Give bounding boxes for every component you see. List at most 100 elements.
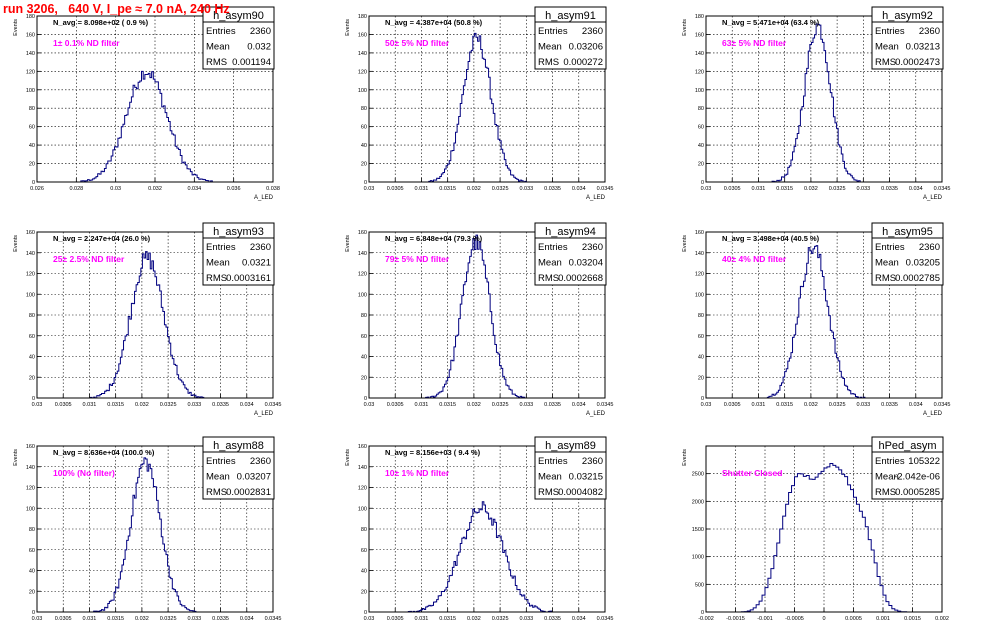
x-tick-label: 0.032 [804, 186, 818, 192]
y-tick-label: 40 [698, 355, 704, 361]
y-tick-label: 2000 [692, 499, 704, 505]
stats-value: 0.000272 [563, 57, 603, 68]
x-tick-label: 0.033 [519, 616, 533, 622]
stats-value: 2360 [250, 456, 271, 467]
stats-value: 0.03204 [569, 258, 603, 269]
stats-label: RMS [206, 273, 227, 284]
y-axis-label: Events [13, 19, 19, 36]
x-tick-label: 0.031 [415, 186, 429, 192]
y-tick-label: 20 [361, 162, 367, 168]
x-tick-label: 0.0015 [904, 616, 921, 622]
plot-frame [368, 231, 606, 399]
stats-value: -2.042e-06 [894, 472, 940, 483]
x-tick-label: 0.0315 [439, 616, 456, 622]
x-tick-label: 0 [822, 616, 825, 622]
filter-label: 50± 5% ND filter [385, 38, 450, 48]
y-tick-label: 160 [358, 230, 367, 236]
x-axis-label: A_LED [586, 411, 606, 417]
x-tick-label: -0.001 [757, 616, 773, 622]
x-tick-label: 0.032 [467, 186, 481, 192]
histogram-name: h_asym88 [213, 440, 264, 452]
stats-label: Mean [875, 42, 899, 53]
y-tick-label: 140 [358, 465, 367, 471]
y-tick-label: 60 [361, 548, 367, 554]
stats-label: Entries [875, 456, 905, 467]
y-tick-label: 100 [358, 292, 367, 298]
y-axis-label: Events [345, 19, 351, 36]
y-tick-label: 60 [698, 334, 704, 340]
y-tick-label: 120 [358, 486, 367, 492]
x-tick-label: 0.0315 [776, 186, 793, 192]
x-tick-label: 0.03 [364, 186, 375, 192]
y-tick-label: 1500 [692, 527, 704, 533]
x-tick-label: 0.033 [519, 186, 533, 192]
y-tick-label: 80 [29, 313, 35, 319]
histogram-bars [369, 501, 605, 613]
x-tick-label: 0.031 [83, 616, 97, 622]
x-axis-label: A_LED [923, 411, 943, 417]
y-tick-label: 120 [26, 272, 35, 278]
x-tick-label: 0.0305 [724, 186, 741, 192]
stats-label: RMS [875, 273, 896, 284]
x-axis-label: A_LED [254, 411, 274, 417]
stats-value: 2360 [919, 242, 940, 253]
stats-value: 0.03206 [569, 42, 603, 53]
x-tick-label: 0.034 [909, 186, 923, 192]
y-tick-label: 180 [358, 14, 367, 20]
y-tick-label: 60 [698, 125, 704, 131]
y-tick-label: 120 [26, 486, 35, 492]
y-tick-label: 180 [26, 14, 35, 20]
stats-value: 2360 [250, 26, 271, 37]
y-tick-label: 500 [695, 582, 704, 588]
stats-value: 0.0321 [242, 258, 271, 269]
stats-value: 0.0003161 [226, 273, 271, 284]
stats-label: Entries [538, 242, 568, 253]
y-axis-label: Events [345, 235, 351, 252]
y-axis-label: Events [682, 235, 688, 252]
x-tick-label: 0.0345 [934, 186, 951, 192]
y-tick-label: 0 [364, 396, 367, 402]
x-tick-label: 0.0315 [776, 402, 793, 408]
y-tick-label: 140 [26, 465, 35, 471]
x-axis-label: A_LED [586, 195, 606, 201]
navg-label: N_avg = 8.098e+02 ( 0.9 %) [53, 18, 149, 27]
x-tick-label: 0.031 [415, 616, 429, 622]
x-tick-label: 0.028 [69, 186, 83, 192]
stats-box [871, 6, 944, 70]
y-tick-label: 120 [695, 272, 704, 278]
y-tick-label: 160 [26, 32, 35, 38]
y-axis-label: Events [13, 235, 19, 252]
stats-label: Mean [875, 472, 899, 483]
x-tick-label: 0.03 [110, 186, 121, 192]
y-tick-label: 140 [26, 251, 35, 257]
y-tick-label: 20 [361, 375, 367, 381]
histogram-name: hPed_asym [878, 440, 936, 452]
navg-label: N_avg = 4.387e+04 (50.8 %) [385, 18, 483, 27]
x-tick-label: 0.034 [187, 186, 201, 192]
y-tick-label: 20 [29, 375, 35, 381]
y-tick-label: 100 [695, 292, 704, 298]
stats-value: 0.03205 [906, 258, 940, 269]
stats-value: 0.03215 [569, 472, 603, 483]
x-tick-label: 0.0325 [492, 402, 509, 408]
y-tick-label: 20 [361, 589, 367, 595]
y-tick-label: 80 [698, 313, 704, 319]
stats-value: 0.0004082 [558, 487, 603, 498]
x-tick-label: 0.034 [240, 616, 254, 622]
x-tick-label: 0.001 [876, 616, 890, 622]
y-tick-label: 160 [695, 230, 704, 236]
stats-label: Mean [538, 42, 562, 53]
histogram-panel: 0.03 0.0305 0.031 0.0315 0.032 0.0325 0.033 0.0… [682, 222, 950, 417]
x-tick-label: 0.038 [266, 186, 280, 192]
y-tick-label: 40 [698, 143, 704, 149]
x-tick-label: 0.03 [32, 402, 43, 408]
y-tick-label: 140 [358, 251, 367, 257]
stats-label: Entries [875, 26, 905, 37]
x-tick-label: 0.032 [467, 616, 481, 622]
y-tick-label: 140 [695, 251, 704, 257]
stats-value: 105322 [908, 456, 940, 467]
filter-label: 79± 5% ND filter [385, 254, 450, 264]
x-tick-label: 0.031 [752, 402, 766, 408]
y-tick-label: 0 [32, 180, 35, 186]
y-axis-label: Events [345, 449, 351, 466]
